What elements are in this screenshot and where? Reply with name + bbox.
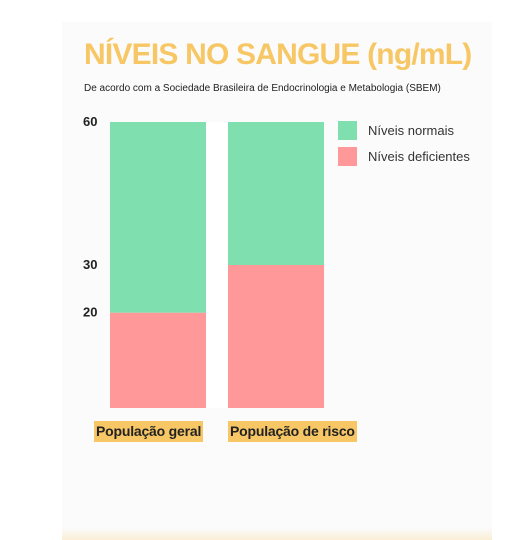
legend-swatch-normal (338, 120, 357, 140)
y-tick-label-60: 60 (83, 114, 97, 129)
legend-swatch-deficient (338, 146, 357, 166)
legend-label-normal: Níveis normais (368, 122, 454, 138)
next-section-hint (62, 528, 492, 540)
bar-risco-normal (228, 122, 324, 265)
y-tick-label-30: 30 (83, 257, 97, 272)
legend-item-normal: Níveis normais (338, 120, 470, 140)
bar-gap (206, 122, 228, 408)
y-tick-label-20: 20 (83, 305, 97, 320)
category-label-geral: População geral (94, 421, 204, 442)
page-subtitle: De acordo com a Sociedade Brasileira de … (84, 83, 441, 94)
bar-geral-deficient (110, 312, 206, 408)
bar-risco-deficient (228, 265, 324, 408)
legend-label-deficient: Níveis deficientes (368, 148, 470, 164)
page-title: NÍVEIS NO SANGUE (ng/mL) (84, 38, 472, 71)
bar-geral-normal (110, 122, 206, 313)
legend: Níveis normais Níveis deficientes (338, 120, 470, 172)
category-label-risco: População de risco (228, 421, 357, 442)
legend-item-deficient: Níveis deficientes (338, 146, 470, 166)
